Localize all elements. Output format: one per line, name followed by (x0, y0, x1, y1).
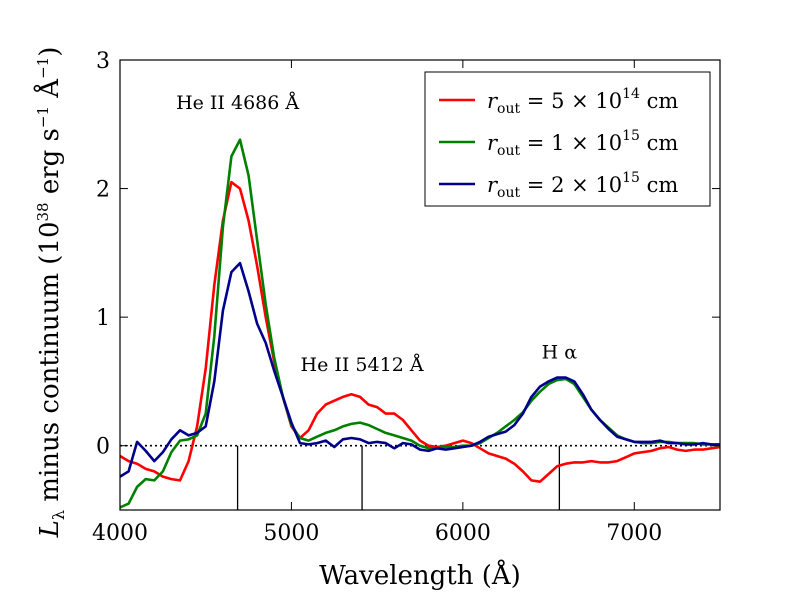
annotation-1: He II 5412 Å (301, 354, 424, 376)
y-tick-label-0: 0 (96, 435, 110, 460)
y-axis-title: Lλ minus continuum (1038 erg s−1 Å−1) (33, 47, 68, 539)
plot-frame (119, 59, 721, 511)
x-tick-label-5000: 5000 (263, 521, 319, 546)
x-tick-label-7000: 7000 (606, 521, 662, 546)
y-tick-label-1: 1 (96, 306, 110, 331)
series-line-3 (120, 261, 720, 478)
x-tick-label-6000: 6000 (435, 521, 491, 546)
legend-label-2: rout = 1 × 1015 cm (487, 128, 678, 159)
x-axis-title: Wavelength (Å) (319, 559, 521, 591)
legend: rout = 5 × 1014 cm rout = 1 × 1015 cm rout… (424, 71, 711, 207)
x-tick-label-4000: 4000 (92, 521, 148, 546)
y-tick-label-2: 2 (96, 178, 110, 203)
annotation-0: He II 4686 Å (176, 92, 299, 114)
legend-label-3: rout = 2 × 1015 cm (487, 170, 678, 201)
y-axis-title-text: Lλ minus continuum (1038 erg s−1 Å−1) (33, 47, 68, 539)
annotation-2: H α (542, 341, 578, 363)
y-tick-label-3: 3 (96, 49, 110, 74)
series-line-1 (120, 180, 720, 484)
legend-label-1: rout = 5 × 1014 cm (487, 86, 678, 117)
